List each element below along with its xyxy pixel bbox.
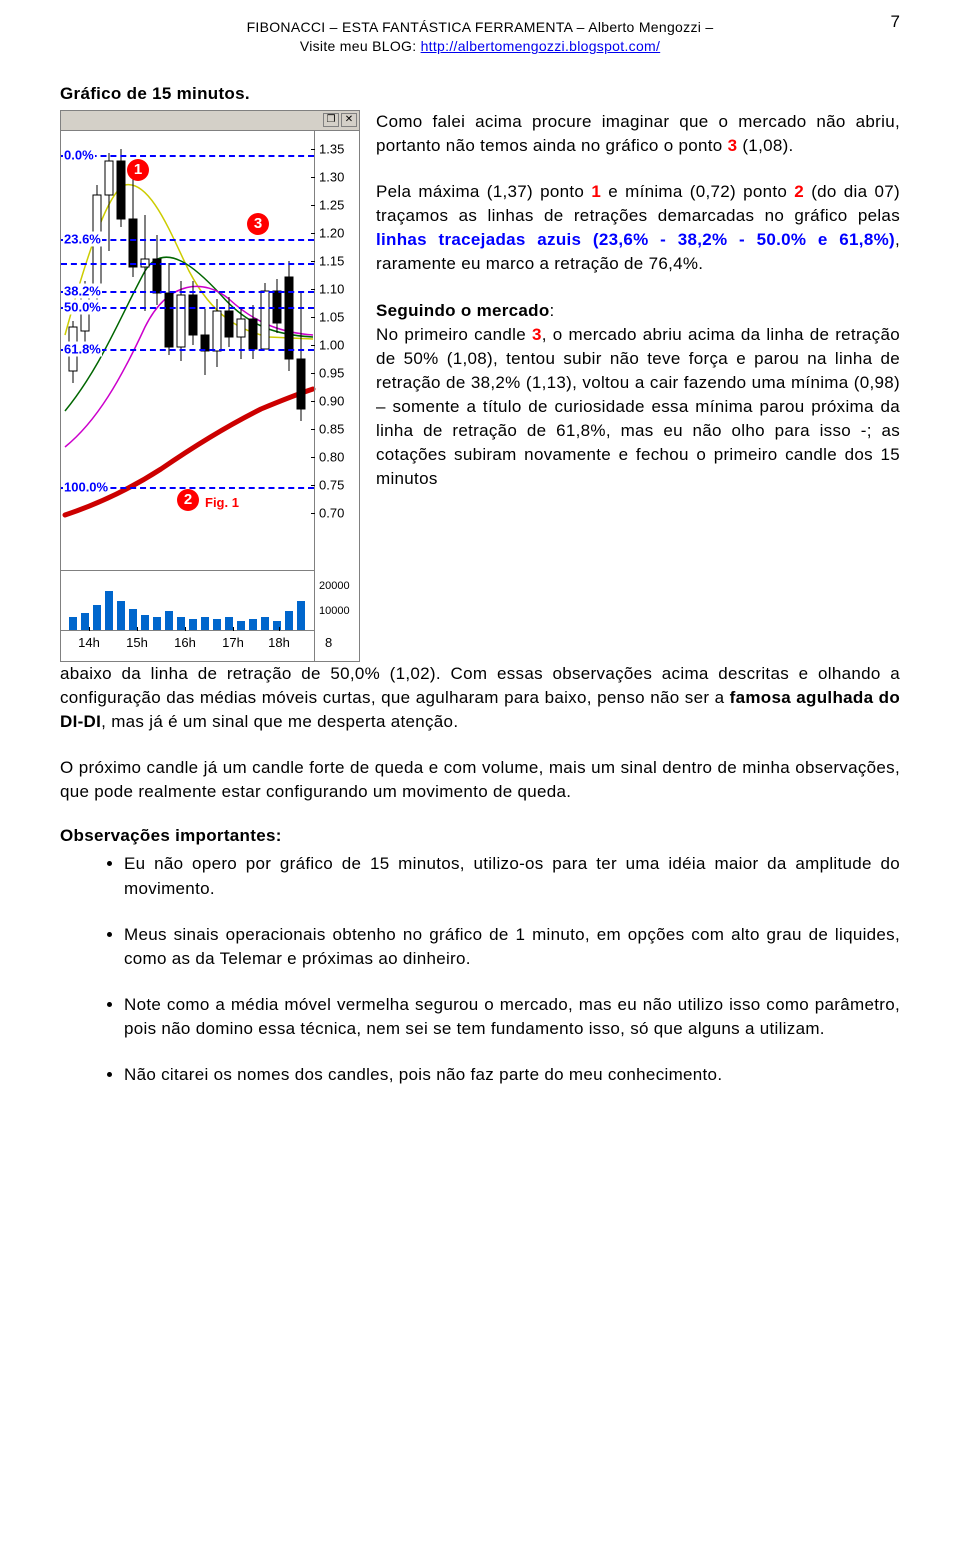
- x-tick-label: 18h: [268, 635, 290, 650]
- retracement-label: 38.2%: [63, 283, 102, 298]
- y-tick-label: 0.70: [319, 505, 344, 520]
- observations-title: Observações importantes:: [60, 826, 900, 846]
- y-tick-mark: [311, 485, 315, 486]
- x-date-label: 8: [314, 631, 359, 661]
- y-tick-label: 1.25: [319, 197, 344, 212]
- x-tick-mark: [185, 627, 186, 631]
- y-tick-mark: [311, 429, 315, 430]
- header-line2-pre: Visite meu BLOG:: [300, 38, 421, 54]
- p3-t1: No primeiro candle: [376, 325, 532, 344]
- p3b-t2: , mas já é um sinal que me desperta aten…: [101, 712, 458, 731]
- x-tick-label: 17h: [222, 635, 244, 650]
- section-title: Gráfico de 15 minutos.: [60, 84, 900, 104]
- header-link[interactable]: http://albertomengozzi.blogspot.com/: [421, 38, 661, 54]
- close-icon[interactable]: ✕: [341, 113, 357, 127]
- volume-svg: [61, 571, 314, 631]
- y-tick-label: 1.05: [319, 309, 344, 324]
- y-tick-mark: [311, 261, 315, 262]
- x-tick-mark: [137, 627, 138, 631]
- y-tick-mark: [311, 401, 315, 402]
- y-tick-mark: [311, 373, 315, 374]
- volume-pane: [61, 571, 314, 631]
- callout-badge: 2: [177, 489, 199, 511]
- chart-titlebar: ❐ ✕: [61, 111, 359, 131]
- price-pane: 0.0% 23.6% 38.2%50.0% 61.8% 100.0% 1 2 3 Fig. 1: [61, 131, 314, 571]
- paragraph-4: O próximo candle já um candle forte de q…: [60, 756, 900, 804]
- figure-label: Fig. 1: [205, 495, 239, 510]
- y-tick-mark: [311, 177, 315, 178]
- p2-t2: e mínima (0,72) ponto: [601, 182, 794, 201]
- y-tick-label: 1.15: [319, 253, 344, 268]
- y-tick-mark: [311, 457, 315, 458]
- retracement-label: 0.0%: [63, 147, 95, 162]
- chart-frame: ❐ ✕ 0.0% 23.6% 38.2%50.0% 61.8% 100.0% 1 2 3 Fig…: [60, 110, 360, 662]
- vol-tick-label: 10000: [319, 605, 350, 617]
- y-tick-label: 0.90: [319, 393, 344, 408]
- y-tick-label: 1.20: [319, 225, 344, 240]
- text-column: Como falei acima procure imaginar que o …: [376, 110, 900, 662]
- y-tick-label: 1.30: [319, 169, 344, 184]
- obs-item: Note como a média móvel vermelha segurou…: [124, 993, 900, 1041]
- restore-icon[interactable]: ❐: [323, 113, 339, 127]
- x-tick-label: 15h: [126, 635, 148, 650]
- retracement-label: 50.0%: [63, 299, 102, 314]
- chart-body: 0.0%23.6%38.2%50.0%61.8%100.0%123Fig. 1 …: [61, 131, 359, 661]
- paragraph-3: Seguindo o mercado: No primeiro candle 3…: [376, 299, 900, 492]
- y-tick-label: 1.10: [319, 281, 344, 296]
- p3-t2: , o mercado abriu acima da linha de retr…: [376, 325, 900, 489]
- y-tick-label: 0.95: [319, 365, 344, 380]
- x-tick-mark: [233, 627, 234, 631]
- vol-tick-label: 20000: [319, 580, 350, 592]
- p1-t2: (1,08).: [737, 136, 793, 155]
- y-tick-mark: [311, 317, 315, 318]
- y-tick-mark: [311, 289, 315, 290]
- page-header: FIBONACCI – ESTA FANTÁSTICA FERRAMENTA –…: [60, 18, 900, 56]
- x-tick-label: 16h: [174, 635, 196, 650]
- obs-item: Eu não opero por gráfico de 15 minutos, …: [124, 852, 900, 900]
- y-tick-label: 0.80: [319, 449, 344, 464]
- retracement-label: 100.0%: [63, 479, 109, 494]
- paragraph-2: Pela máxima (1,37) ponto 1 e mínima (0,7…: [376, 180, 900, 277]
- y-tick-mark: [311, 513, 315, 514]
- time-axis: 14h 15h 16h 17h 18h: [61, 631, 314, 661]
- p3-colon: :: [550, 301, 555, 320]
- paragraph-1: Como falei acima procure imaginar que o …: [376, 110, 900, 158]
- y-tick-mark: [311, 149, 315, 150]
- y-tick-mark: [311, 205, 315, 206]
- retracement-label: 61.8%: [63, 341, 102, 356]
- paragraph-3b: abaixo da linha de retração de 50,0% (1,…: [60, 662, 900, 734]
- y-tick-mark: [311, 345, 315, 346]
- y-tick-label: 1.00: [319, 337, 344, 352]
- header-line1: FIBONACCI – ESTA FANTÁSTICA FERRAMENTA –…: [247, 19, 714, 35]
- p2-t1: Pela máxima (1,37) ponto: [376, 182, 591, 201]
- y-tick-label: 0.85: [319, 421, 344, 436]
- y-tick-label: 1.35: [319, 141, 344, 156]
- callout-badge: 1: [127, 159, 149, 181]
- obs-item: Não citarei os nomes dos candles, pois n…: [124, 1063, 900, 1087]
- p2-blue: linhas tracejadas azuis (23,6% - 38,2% -…: [376, 230, 895, 249]
- callout-badge: 3: [247, 213, 269, 235]
- p1-t1: Como falei acima procure imaginar que o …: [376, 112, 900, 155]
- x-tick-label: 14h: [78, 635, 100, 650]
- x-tick-mark: [279, 627, 280, 631]
- y-tick-label: 0.75: [319, 477, 344, 492]
- retracement-line: [61, 155, 314, 157]
- retracement-label: 23.6%: [63, 231, 102, 246]
- p2-callout-1: 1: [591, 182, 601, 201]
- page-number: 7: [891, 12, 900, 32]
- retracement-line: [61, 263, 314, 265]
- p3-callout-3: 3: [532, 325, 542, 344]
- p2-callout-2: 2: [794, 182, 804, 201]
- p1-callout-3: 3: [728, 136, 738, 155]
- x-tick-mark: [89, 627, 90, 631]
- obs-item: Meus sinais operacionais obtenho no gráf…: [124, 923, 900, 971]
- y-tick-mark: [311, 233, 315, 234]
- price-axis: 1.35 1.30 1.25 1.20 1.15 1.10 1.05 1.00 0.95 0.90…: [314, 131, 359, 631]
- observations-list: Eu não opero por gráfico de 15 minutos, …: [60, 852, 900, 1087]
- p3-lead: Seguindo o mercado: [376, 301, 550, 320]
